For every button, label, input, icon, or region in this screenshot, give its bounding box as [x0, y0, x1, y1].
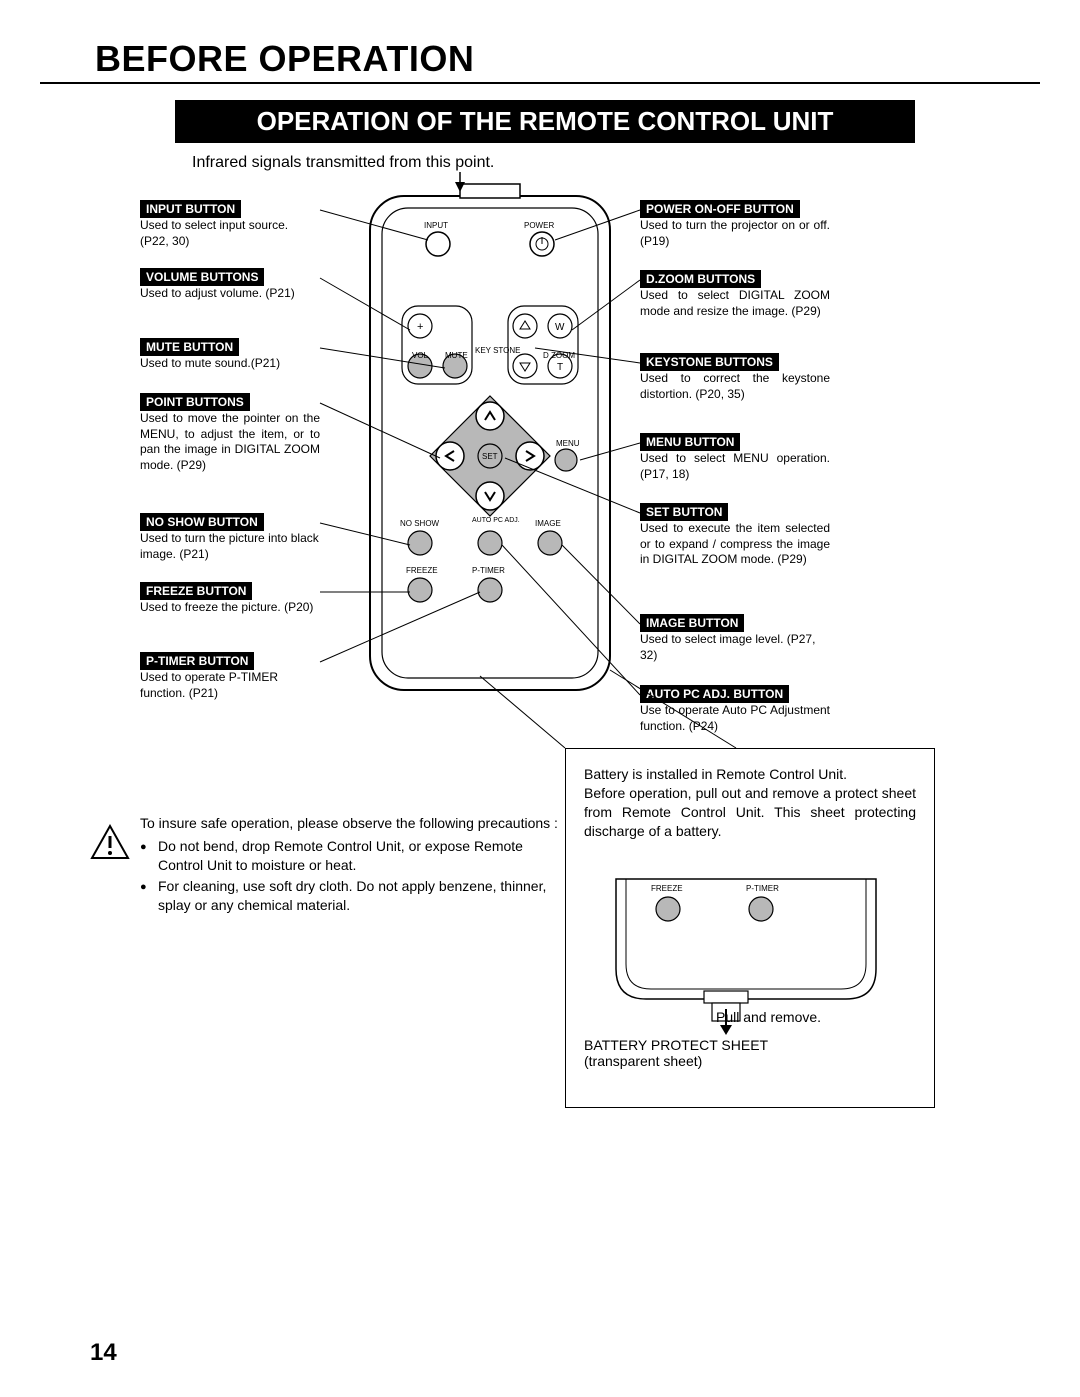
label-keystone: KEYSTONE BUTTONS — [640, 353, 779, 371]
safety-intro: To insure safe operation, please observe… — [140, 815, 560, 831]
svg-text:P-TIMER: P-TIMER — [746, 884, 779, 893]
label-volume: VOLUME BUTTONS — [140, 268, 264, 286]
desc-dzoom: Used to select DIGITAL ZOOM mode and res… — [640, 288, 830, 319]
desc-keystone: Used to correct the keystone distortion.… — [640, 371, 830, 402]
infrared-caption: Infrared signals transmitted from this p… — [192, 154, 494, 172]
label-autopc: AUTO PC ADJ. BUTTON — [640, 685, 789, 703]
svg-text:VOL: VOL — [412, 351, 429, 360]
svg-text:P-TIMER: P-TIMER — [472, 566, 505, 575]
label-ptimer: P-TIMER BUTTON — [140, 652, 254, 670]
desc-mute: Used to mute sound.(P21) — [140, 356, 320, 372]
label-dzoom: D.ZOOM BUTTONS — [640, 270, 761, 288]
page-title: BEFORE OPERATION — [95, 38, 474, 80]
svg-text:POWER: POWER — [524, 221, 554, 230]
desc-menu: Used to select MENU operation. (P17, 18) — [640, 451, 830, 482]
safety-bullet-2: For cleaning, use soft dry cloth. Do not… — [140, 877, 560, 915]
svg-text:AUTO PC ADJ.: AUTO PC ADJ. — [472, 517, 520, 524]
pull-remove-label: Pull and remove. — [716, 1009, 821, 1025]
svg-text:NO SHOW: NO SHOW — [400, 519, 440, 528]
svg-text:FREEZE: FREEZE — [651, 884, 683, 893]
warning-icon — [90, 824, 130, 860]
label-image: IMAGE BUTTON — [640, 614, 744, 632]
svg-text:+: + — [417, 321, 423, 333]
desc-set: Used to execute the item selected or to … — [640, 521, 830, 568]
title-underline — [40, 82, 1040, 84]
desc-point: Used to move the pointer on the MENU, to… — [140, 411, 320, 473]
desc-input: Used to select input source. (P22, 30) — [140, 218, 320, 249]
svg-text:W: W — [555, 322, 565, 333]
label-freeze: FREEZE BUTTON — [140, 582, 252, 600]
battery-protect-label: BATTERY PROTECT SHEET (transparent sheet… — [584, 1037, 768, 1069]
desc-volume: Used to adjust volume. (P21) — [140, 286, 320, 302]
svg-text:MENU: MENU — [556, 439, 580, 448]
svg-text:D ZOOM: D ZOOM — [543, 351, 575, 360]
section-banner: OPERATION OF THE REMOTE CONTROL UNIT — [175, 100, 915, 143]
svg-text:FREEZE: FREEZE — [406, 566, 438, 575]
desc-power: Used to turn the projector on or off. (P… — [640, 218, 830, 249]
svg-text:IMAGE: IMAGE — [535, 519, 561, 528]
desc-autopc: Use to operate Auto PC Adjustment functi… — [640, 703, 830, 734]
battery-inset: Battery is installed in Remote Control U… — [565, 748, 935, 1108]
svg-text:KEY STONE: KEY STONE — [475, 346, 521, 355]
desc-noshow: Used to turn the picture into black imag… — [140, 531, 320, 562]
svg-text:SET: SET — [482, 452, 498, 461]
safety-bullet-1: Do not bend, drop Remote Control Unit, o… — [140, 837, 560, 875]
label-point: POINT BUTTONS — [140, 393, 250, 411]
page-number: 14 — [90, 1339, 117, 1367]
svg-text:INPUT: INPUT — [424, 221, 448, 230]
desc-image: Used to select image level. (P27, 32) — [640, 632, 830, 663]
remote-diagram: INPUT POWER + VOL MUTE KEY STONE W T D Z… — [360, 178, 620, 698]
label-set: SET BUTTON — [640, 503, 728, 521]
safety-precautions: To insure safe operation, please observe… — [140, 815, 560, 917]
battery-text: Battery is installed in Remote Control U… — [584, 765, 916, 841]
label-menu: MENU BUTTON — [640, 433, 740, 451]
label-power: POWER ON-OFF BUTTON — [640, 200, 800, 218]
svg-text:T: T — [557, 362, 563, 373]
label-mute: MUTE BUTTON — [140, 338, 239, 356]
label-input: INPUT BUTTON — [140, 200, 241, 218]
label-noshow: NO SHOW BUTTON — [140, 513, 264, 531]
svg-text:MUTE: MUTE — [445, 351, 468, 360]
desc-ptimer: Used to operate P-TIMER function. (P21) — [140, 670, 320, 701]
desc-freeze: Used to freeze the picture. (P20) — [140, 600, 320, 616]
